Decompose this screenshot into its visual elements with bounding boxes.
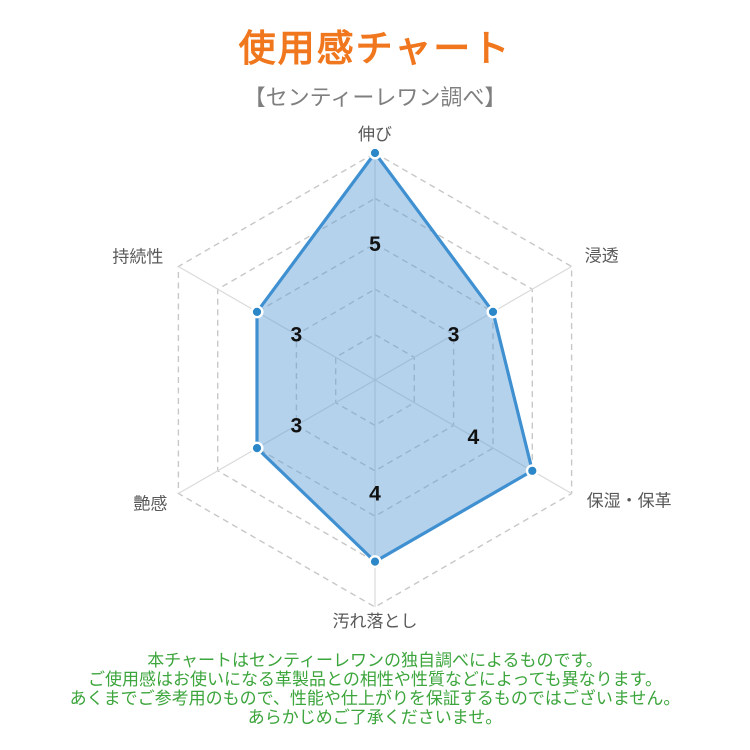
- page-subtitle: 【センティーレワン調べ】: [243, 85, 507, 110]
- disclaimer-line: 本チャートはセンティーレワンの独自調べによるものです。: [147, 651, 603, 670]
- disclaimer-line: あくまでご参考用のもので、性能や仕上がりを保証するものではございません。: [69, 689, 681, 708]
- radar-value-label: 3: [291, 414, 303, 437]
- disclaimer-line: ご使用感はお使いになる革製品との相性や性質などによっても異なります。: [88, 670, 662, 689]
- radar-value-label: 3: [448, 324, 460, 347]
- radar-data-point: [525, 464, 539, 478]
- radar-value-label: 4: [369, 483, 381, 506]
- radar-value-label: 5: [369, 233, 381, 256]
- radar-axis-line: [374, 379, 572, 495]
- radar-axis-line: [178, 379, 376, 495]
- radar-axis-line: [374, 265, 572, 381]
- radar-axis-label: 伸び: [358, 125, 392, 144]
- radar-data-point: [250, 441, 264, 455]
- radar-axis-line: [178, 265, 376, 381]
- radar-axis-label: 持続性: [112, 248, 163, 267]
- radar-axis-label: 浸透: [585, 247, 619, 266]
- radar-data-point: [368, 555, 382, 569]
- page-title: 使用感チャート: [238, 28, 512, 69]
- radar-data-point: [368, 146, 382, 160]
- disclaimer-line: あらかじめご了承くださいませ。: [247, 708, 503, 727]
- radar-axis-label: 艶感: [133, 495, 167, 514]
- radar-data-point: [250, 305, 264, 319]
- radar-value-label: 4: [467, 426, 479, 449]
- radar-axis-label: 汚れ落とし: [333, 612, 418, 631]
- disclaimer: 本チャートはセンティーレワンの独自調べによるものです。 ご使用感はお使いになる革…: [0, 651, 750, 727]
- radar-value-label: 3: [291, 324, 303, 347]
- radar-data-polygon: [255, 151, 534, 564]
- radar-axis-label: 保湿・保革: [587, 492, 672, 511]
- radar-data-point: [486, 305, 500, 319]
